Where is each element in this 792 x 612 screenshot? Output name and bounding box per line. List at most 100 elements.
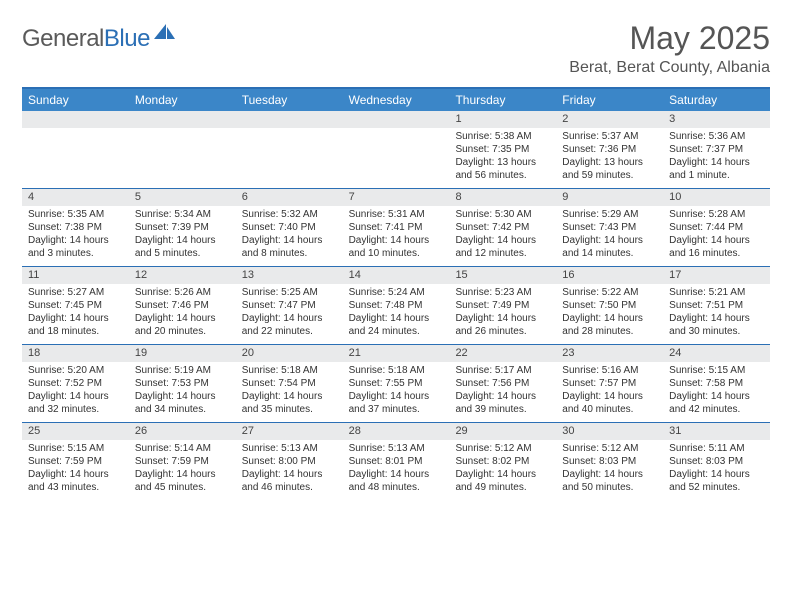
day-number: 1 (449, 111, 556, 128)
day-cell: 25Sunrise: 5:15 AMSunset: 7:59 PMDayligh… (22, 423, 129, 500)
day-cell: 15Sunrise: 5:23 AMSunset: 7:49 PMDayligh… (449, 267, 556, 344)
day-cell: 31Sunrise: 5:11 AMSunset: 8:03 PMDayligh… (663, 423, 770, 500)
day-number: 2 (556, 111, 663, 128)
day-body: Sunrise: 5:29 AMSunset: 7:43 PMDaylight:… (556, 206, 663, 266)
day-cell: 24Sunrise: 5:15 AMSunset: 7:58 PMDayligh… (663, 345, 770, 422)
month-title: May 2025 (569, 20, 770, 57)
dow-wednesday: Wednesday (343, 89, 450, 111)
day-body: Sunrise: 5:35 AMSunset: 7:38 PMDaylight:… (22, 206, 129, 266)
day-cell: 29Sunrise: 5:12 AMSunset: 8:02 PMDayligh… (449, 423, 556, 500)
sunrise-text: Sunrise: 5:36 AM (669, 130, 764, 143)
weeks-container: 1 Sunrise: 5:38 AMSunset: 7:35 PM Daylight… (22, 111, 770, 500)
day-cell: 5Sunrise: 5:34 AMSunset: 7:39 PMDaylight… (129, 189, 236, 266)
sunrise-text: Sunrise: 5:11 AM (669, 442, 764, 455)
location-text: Berat, Berat County, Albania (569, 59, 770, 77)
day-cell: 4Sunrise: 5:35 AMSunset: 7:38 PMDaylight… (22, 189, 129, 266)
day-cell (343, 111, 450, 188)
week-row: 11Sunrise: 5:27 AMSunset: 7:45 PMDayligh… (22, 267, 770, 345)
daylight-text: Daylight: 14 hours and 24 minutes. (349, 312, 444, 338)
sunset-text: Sunset: 7:41 PM (349, 221, 444, 234)
sunset-text: Sunset: 8:01 PM (349, 455, 444, 468)
sunrise-text: Sunrise: 5:14 AM (135, 442, 230, 455)
day-cell: 10Sunrise: 5:28 AMSunset: 7:44 PMDayligh… (663, 189, 770, 266)
day-body: Sunrise: 5:15 AMSunset: 7:58 PMDaylight:… (663, 362, 770, 422)
daylight-text: Daylight: 14 hours and 40 minutes. (562, 390, 657, 416)
week-row: 18Sunrise: 5:20 AMSunset: 7:52 PMDayligh… (22, 345, 770, 423)
daylight-text: Daylight: 14 hours and 35 minutes. (242, 390, 337, 416)
day-body: Sunrise: 5:36 AMSunset: 7:37 PMDaylight:… (663, 128, 770, 188)
calendar-grid: Sunday Monday Tuesday Wednesday Thursday… (22, 87, 770, 500)
daylight-text: Daylight: 14 hours and 32 minutes. (28, 390, 123, 416)
day-number (236, 111, 343, 128)
sunrise-text: Sunrise: 5:21 AM (669, 286, 764, 299)
sunset-text: Sunset: 7:59 PM (28, 455, 123, 468)
day-of-week-row: Sunday Monday Tuesday Wednesday Thursday… (22, 89, 770, 111)
daylight-text: Daylight: 14 hours and 12 minutes. (455, 234, 550, 260)
day-cell: 1Sunrise: 5:38 AMSunset: 7:35 PMDaylight… (449, 111, 556, 188)
sunset-text: Sunset: 7:56 PM (455, 377, 550, 390)
daylight-text: Daylight: 14 hours and 52 minutes. (669, 468, 764, 494)
day-number: 6 (236, 189, 343, 206)
sunrise-text: Sunrise: 5:12 AM (562, 442, 657, 455)
day-body: Sunrise: 5:15 AMSunset: 7:59 PMDaylight:… (22, 440, 129, 500)
sunrise-text: Sunrise: 5:28 AM (669, 208, 764, 221)
day-cell: 16Sunrise: 5:22 AMSunset: 7:50 PMDayligh… (556, 267, 663, 344)
sunset-text: Sunset: 7:36 PM (562, 143, 657, 156)
sunrise-text: Sunrise: 5:17 AM (455, 364, 550, 377)
day-body: Sunrise: 5:22 AMSunset: 7:50 PMDaylight:… (556, 284, 663, 344)
daylight-text: Daylight: 14 hours and 22 minutes. (242, 312, 337, 338)
day-number: 15 (449, 267, 556, 284)
day-body: Sunrise: 5:12 AMSunset: 8:02 PMDaylight:… (449, 440, 556, 500)
sunset-text: Sunset: 7:37 PM (669, 143, 764, 156)
sunrise-text: Sunrise: 5:24 AM (349, 286, 444, 299)
day-body: Sunrise: 5:18 AMSunset: 7:55 PMDaylight:… (343, 362, 450, 422)
day-cell: 12Sunrise: 5:26 AMSunset: 7:46 PMDayligh… (129, 267, 236, 344)
sunrise-text: Sunrise: 5:38 AM (455, 130, 550, 143)
day-body: Sunrise: 5:34 AMSunset: 7:39 PMDaylight:… (129, 206, 236, 266)
day-cell: 30Sunrise: 5:12 AMSunset: 8:03 PMDayligh… (556, 423, 663, 500)
day-cell: 26Sunrise: 5:14 AMSunset: 7:59 PMDayligh… (129, 423, 236, 500)
day-body: Sunrise: 5:25 AMSunset: 7:47 PMDaylight:… (236, 284, 343, 344)
sunrise-text: Sunrise: 5:34 AM (135, 208, 230, 221)
day-body: Sunrise: 5:20 AMSunset: 7:52 PMDaylight:… (22, 362, 129, 422)
daylight-text: Daylight: 14 hours and 8 minutes. (242, 234, 337, 260)
sunrise-text: Sunrise: 5:15 AM (669, 364, 764, 377)
day-cell: 28Sunrise: 5:13 AMSunset: 8:01 PMDayligh… (343, 423, 450, 500)
day-body: Sunrise: 5:27 AMSunset: 7:45 PMDaylight:… (22, 284, 129, 344)
sunset-text: Sunset: 8:03 PM (562, 455, 657, 468)
sunset-text: Sunset: 7:35 PM (455, 143, 550, 156)
day-cell: 19Sunrise: 5:19 AMSunset: 7:53 PMDayligh… (129, 345, 236, 422)
sunset-text: Sunset: 7:51 PM (669, 299, 764, 312)
sunset-text: Sunset: 7:39 PM (135, 221, 230, 234)
daylight-text: Daylight: 14 hours and 42 minutes. (669, 390, 764, 416)
week-row: 4Sunrise: 5:35 AMSunset: 7:38 PMDaylight… (22, 189, 770, 267)
week-row: 25Sunrise: 5:15 AMSunset: 7:59 PMDayligh… (22, 423, 770, 500)
sunset-text: Sunset: 7:53 PM (135, 377, 230, 390)
sunrise-text: Sunrise: 5:25 AM (242, 286, 337, 299)
sunrise-text: Sunrise: 5:29 AM (562, 208, 657, 221)
day-number: 23 (556, 345, 663, 362)
day-body: Sunrise: 5:13 AMSunset: 8:01 PMDaylight:… (343, 440, 450, 500)
sunrise-text: Sunrise: 5:13 AM (242, 442, 337, 455)
sunrise-text: Sunrise: 5:20 AM (28, 364, 123, 377)
day-body: Sunrise: 5:23 AMSunset: 7:49 PMDaylight:… (449, 284, 556, 344)
sunset-text: Sunset: 7:52 PM (28, 377, 123, 390)
sunrise-text: Sunrise: 5:31 AM (349, 208, 444, 221)
daylight-text: Daylight: 14 hours and 20 minutes. (135, 312, 230, 338)
dow-tuesday: Tuesday (236, 89, 343, 111)
sunset-text: Sunset: 7:47 PM (242, 299, 337, 312)
day-number: 4 (22, 189, 129, 206)
day-body: Sunrise: 5:28 AMSunset: 7:44 PMDaylight:… (663, 206, 770, 266)
daylight-text: Daylight: 14 hours and 45 minutes. (135, 468, 230, 494)
day-body: Sunrise: 5:19 AMSunset: 7:53 PMDaylight:… (129, 362, 236, 422)
daylight-text: Daylight: 14 hours and 28 minutes. (562, 312, 657, 338)
sunrise-text: Sunrise: 5:23 AM (455, 286, 550, 299)
day-number (343, 111, 450, 128)
day-body (129, 128, 236, 188)
day-body: Sunrise: 5:31 AMSunset: 7:41 PMDaylight:… (343, 206, 450, 266)
sunrise-text: Sunrise: 5:26 AM (135, 286, 230, 299)
day-number (22, 111, 129, 128)
day-number: 21 (343, 345, 450, 362)
day-body: Sunrise: 5:30 AMSunset: 7:42 PMDaylight:… (449, 206, 556, 266)
day-body: Sunrise: 5:13 AMSunset: 8:00 PMDaylight:… (236, 440, 343, 500)
